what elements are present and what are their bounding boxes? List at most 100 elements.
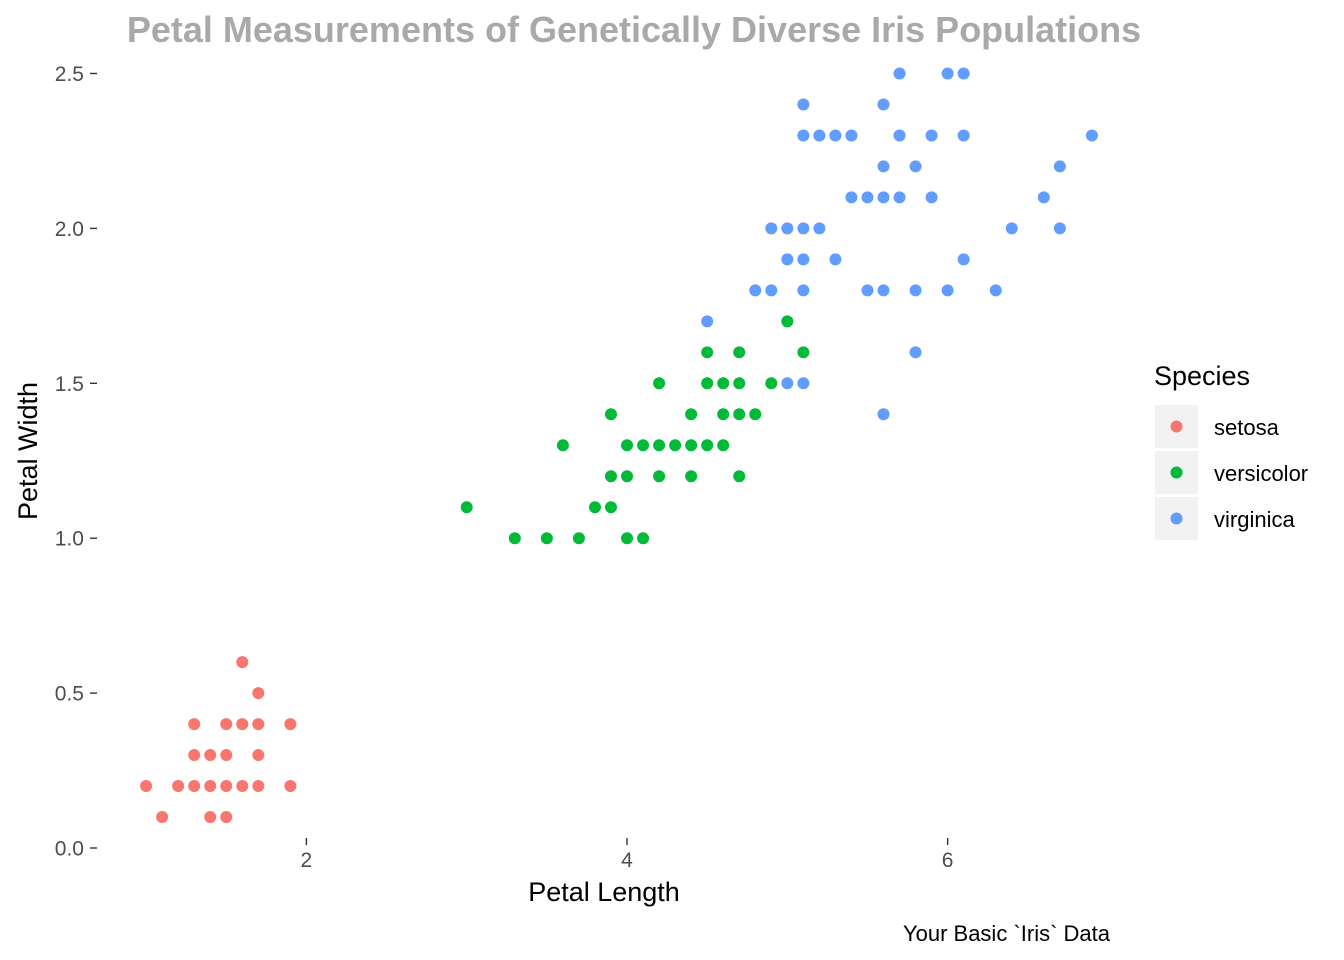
data-point bbox=[653, 439, 666, 452]
data-point bbox=[188, 780, 201, 793]
data-point bbox=[941, 284, 954, 297]
data-point bbox=[621, 439, 634, 452]
y-tick-label: 0.0 bbox=[55, 838, 84, 861]
data-point bbox=[252, 687, 265, 700]
data-point bbox=[797, 253, 810, 266]
data-point bbox=[701, 315, 714, 328]
data-point bbox=[172, 780, 185, 793]
data-point bbox=[925, 191, 938, 204]
data-point bbox=[204, 749, 217, 762]
data-point bbox=[861, 191, 874, 204]
data-point bbox=[845, 129, 858, 142]
legend-marker bbox=[1170, 420, 1183, 433]
data-point bbox=[845, 191, 858, 204]
data-point bbox=[588, 501, 601, 514]
data-point bbox=[252, 749, 265, 762]
data-point bbox=[765, 284, 778, 297]
y-axis: 0.0 0.5 1.0 1.5 2.0 2.5 bbox=[55, 63, 97, 861]
data-point bbox=[140, 780, 153, 793]
data-point bbox=[252, 718, 265, 731]
data-point bbox=[797, 346, 810, 359]
data-point bbox=[637, 439, 650, 452]
data-point bbox=[284, 718, 297, 731]
data-point bbox=[188, 749, 201, 762]
data-point bbox=[604, 408, 617, 421]
data-point bbox=[957, 253, 970, 266]
data-point bbox=[685, 470, 698, 483]
data-point bbox=[941, 67, 954, 80]
data-point bbox=[781, 253, 794, 266]
data-point bbox=[797, 129, 810, 142]
data-point bbox=[765, 377, 778, 390]
data-point bbox=[1053, 160, 1066, 173]
data-point bbox=[797, 377, 810, 390]
data-point bbox=[284, 780, 297, 793]
data-point bbox=[749, 284, 762, 297]
data-point bbox=[989, 284, 1002, 297]
data-point bbox=[621, 470, 634, 483]
legend-label: versicolor bbox=[1214, 461, 1308, 486]
series-versicolor bbox=[460, 315, 810, 545]
data-point bbox=[909, 346, 922, 359]
legend-label: virginica bbox=[1214, 507, 1295, 532]
series-virginica bbox=[701, 67, 1098, 421]
y-tick-label: 1.5 bbox=[55, 373, 84, 396]
data-point bbox=[749, 408, 762, 421]
data-point bbox=[765, 222, 778, 235]
data-point bbox=[797, 98, 810, 111]
data-point bbox=[220, 780, 233, 793]
x-tick-label: 6 bbox=[942, 849, 954, 872]
data-point bbox=[733, 408, 746, 421]
data-point bbox=[236, 656, 249, 669]
data-point bbox=[877, 284, 890, 297]
data-point bbox=[1085, 129, 1098, 142]
data-point bbox=[220, 718, 233, 731]
data-point bbox=[701, 377, 714, 390]
y-tick-label: 2.5 bbox=[55, 63, 84, 86]
data-point bbox=[877, 191, 890, 204]
legend-marker bbox=[1170, 466, 1183, 479]
x-tick-label: 2 bbox=[301, 849, 313, 872]
data-point bbox=[893, 129, 906, 142]
data-point bbox=[685, 408, 698, 421]
data-point bbox=[204, 811, 217, 824]
legend-marker bbox=[1170, 512, 1183, 525]
data-point bbox=[957, 67, 970, 80]
data-point bbox=[685, 439, 698, 452]
legend: Species setosa versicolor virginica bbox=[1154, 361, 1308, 540]
data-point bbox=[572, 532, 585, 545]
data-point bbox=[637, 532, 650, 545]
x-tick-label: 4 bbox=[621, 849, 633, 872]
data-point bbox=[156, 811, 169, 824]
legend-item-setosa: setosa bbox=[1155, 405, 1280, 448]
data-point bbox=[701, 439, 714, 452]
data-point bbox=[717, 377, 730, 390]
legend-item-versicolor: versicolor bbox=[1155, 451, 1308, 494]
y-tick-label: 0.5 bbox=[55, 683, 84, 706]
data-point bbox=[717, 408, 730, 421]
data-point bbox=[621, 532, 634, 545]
data-point bbox=[797, 284, 810, 297]
data-point bbox=[669, 439, 682, 452]
x-axis-title: Petal Length bbox=[528, 877, 680, 907]
data-point bbox=[781, 377, 794, 390]
data-point bbox=[204, 780, 217, 793]
legend-item-virginica: virginica bbox=[1155, 497, 1295, 540]
legend-label: setosa bbox=[1214, 415, 1280, 440]
x-axis: 2 4 6 bbox=[301, 838, 954, 872]
data-point bbox=[508, 532, 521, 545]
data-point bbox=[893, 191, 906, 204]
data-point bbox=[909, 160, 922, 173]
y-tick-label: 2.0 bbox=[55, 218, 84, 241]
legend-title: Species bbox=[1154, 361, 1250, 391]
y-axis-title: Petal Width bbox=[13, 382, 43, 520]
chart-title: Petal Measurements of Genetically Divers… bbox=[127, 9, 1141, 50]
data-point bbox=[653, 470, 666, 483]
data-point bbox=[813, 222, 826, 235]
data-point bbox=[236, 718, 249, 731]
data-point bbox=[460, 501, 473, 514]
chart-caption: Your Basic `Iris` Data bbox=[903, 921, 1111, 946]
data-point bbox=[829, 253, 842, 266]
data-point bbox=[813, 129, 826, 142]
